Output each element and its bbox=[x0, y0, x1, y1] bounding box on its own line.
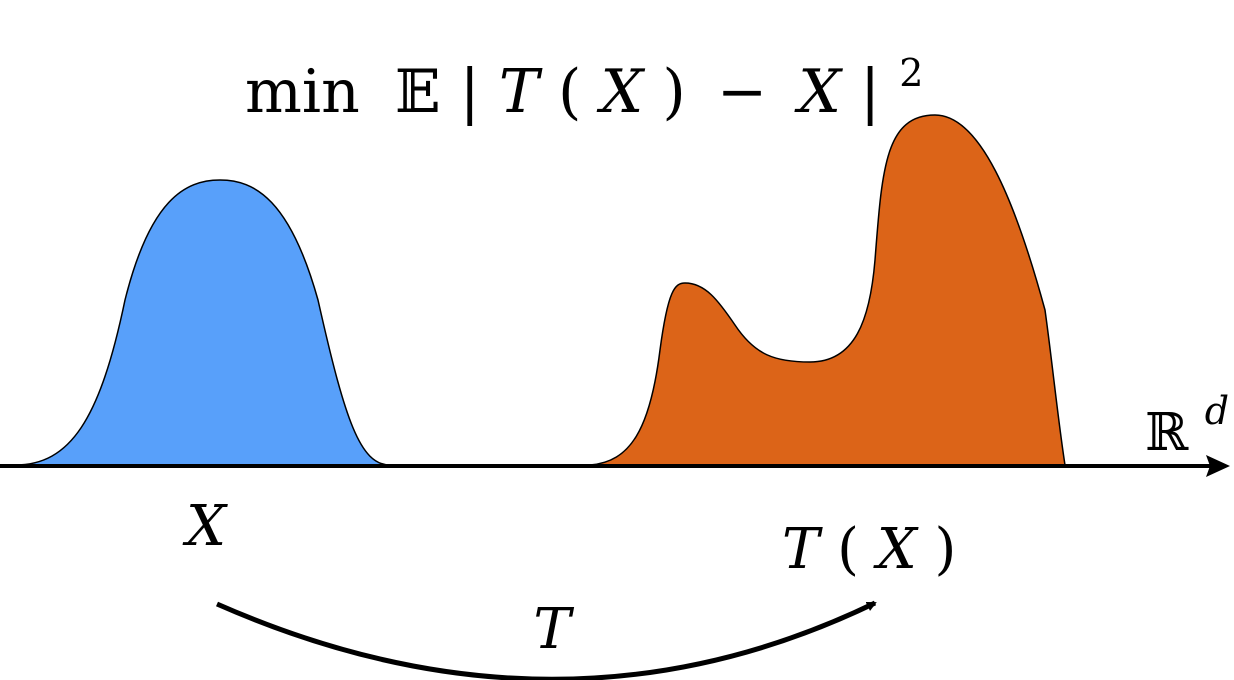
formula-minus: − bbox=[717, 57, 767, 127]
formula-paren-close: ) bbox=[662, 57, 685, 127]
formula-paren-open: ( bbox=[558, 57, 581, 127]
formula-abs-close: | bbox=[860, 57, 880, 127]
axis-arrowhead bbox=[1206, 455, 1230, 477]
space-label: ℝ d bbox=[1145, 389, 1229, 463]
target-label-X: X bbox=[873, 517, 919, 582]
formula-min: min bbox=[245, 57, 360, 127]
formula-expectation: 𝔼 bbox=[395, 57, 441, 127]
target-label-open: ( bbox=[837, 517, 859, 582]
objective-formula: min 𝔼 | T ( X ) − X | 2 bbox=[245, 51, 923, 127]
source-label: X bbox=[182, 494, 228, 559]
target-label-T: T bbox=[782, 517, 823, 582]
space-symbol: ℝ bbox=[1145, 403, 1189, 463]
transport-map-arrow bbox=[215, 600, 877, 680]
formula-T: T bbox=[499, 57, 543, 127]
map-label: T bbox=[533, 597, 574, 662]
target-label-close: ) bbox=[935, 517, 957, 582]
formula-X: X bbox=[597, 57, 646, 127]
space-exponent: d bbox=[1205, 389, 1229, 433]
formula-X-second: X bbox=[794, 57, 843, 127]
target-density bbox=[589, 114, 1066, 466]
source-density bbox=[14, 179, 391, 466]
formula-abs-open: | bbox=[460, 57, 480, 127]
formula-power: 2 bbox=[899, 51, 923, 95]
target-label: T ( X ) bbox=[782, 517, 956, 582]
